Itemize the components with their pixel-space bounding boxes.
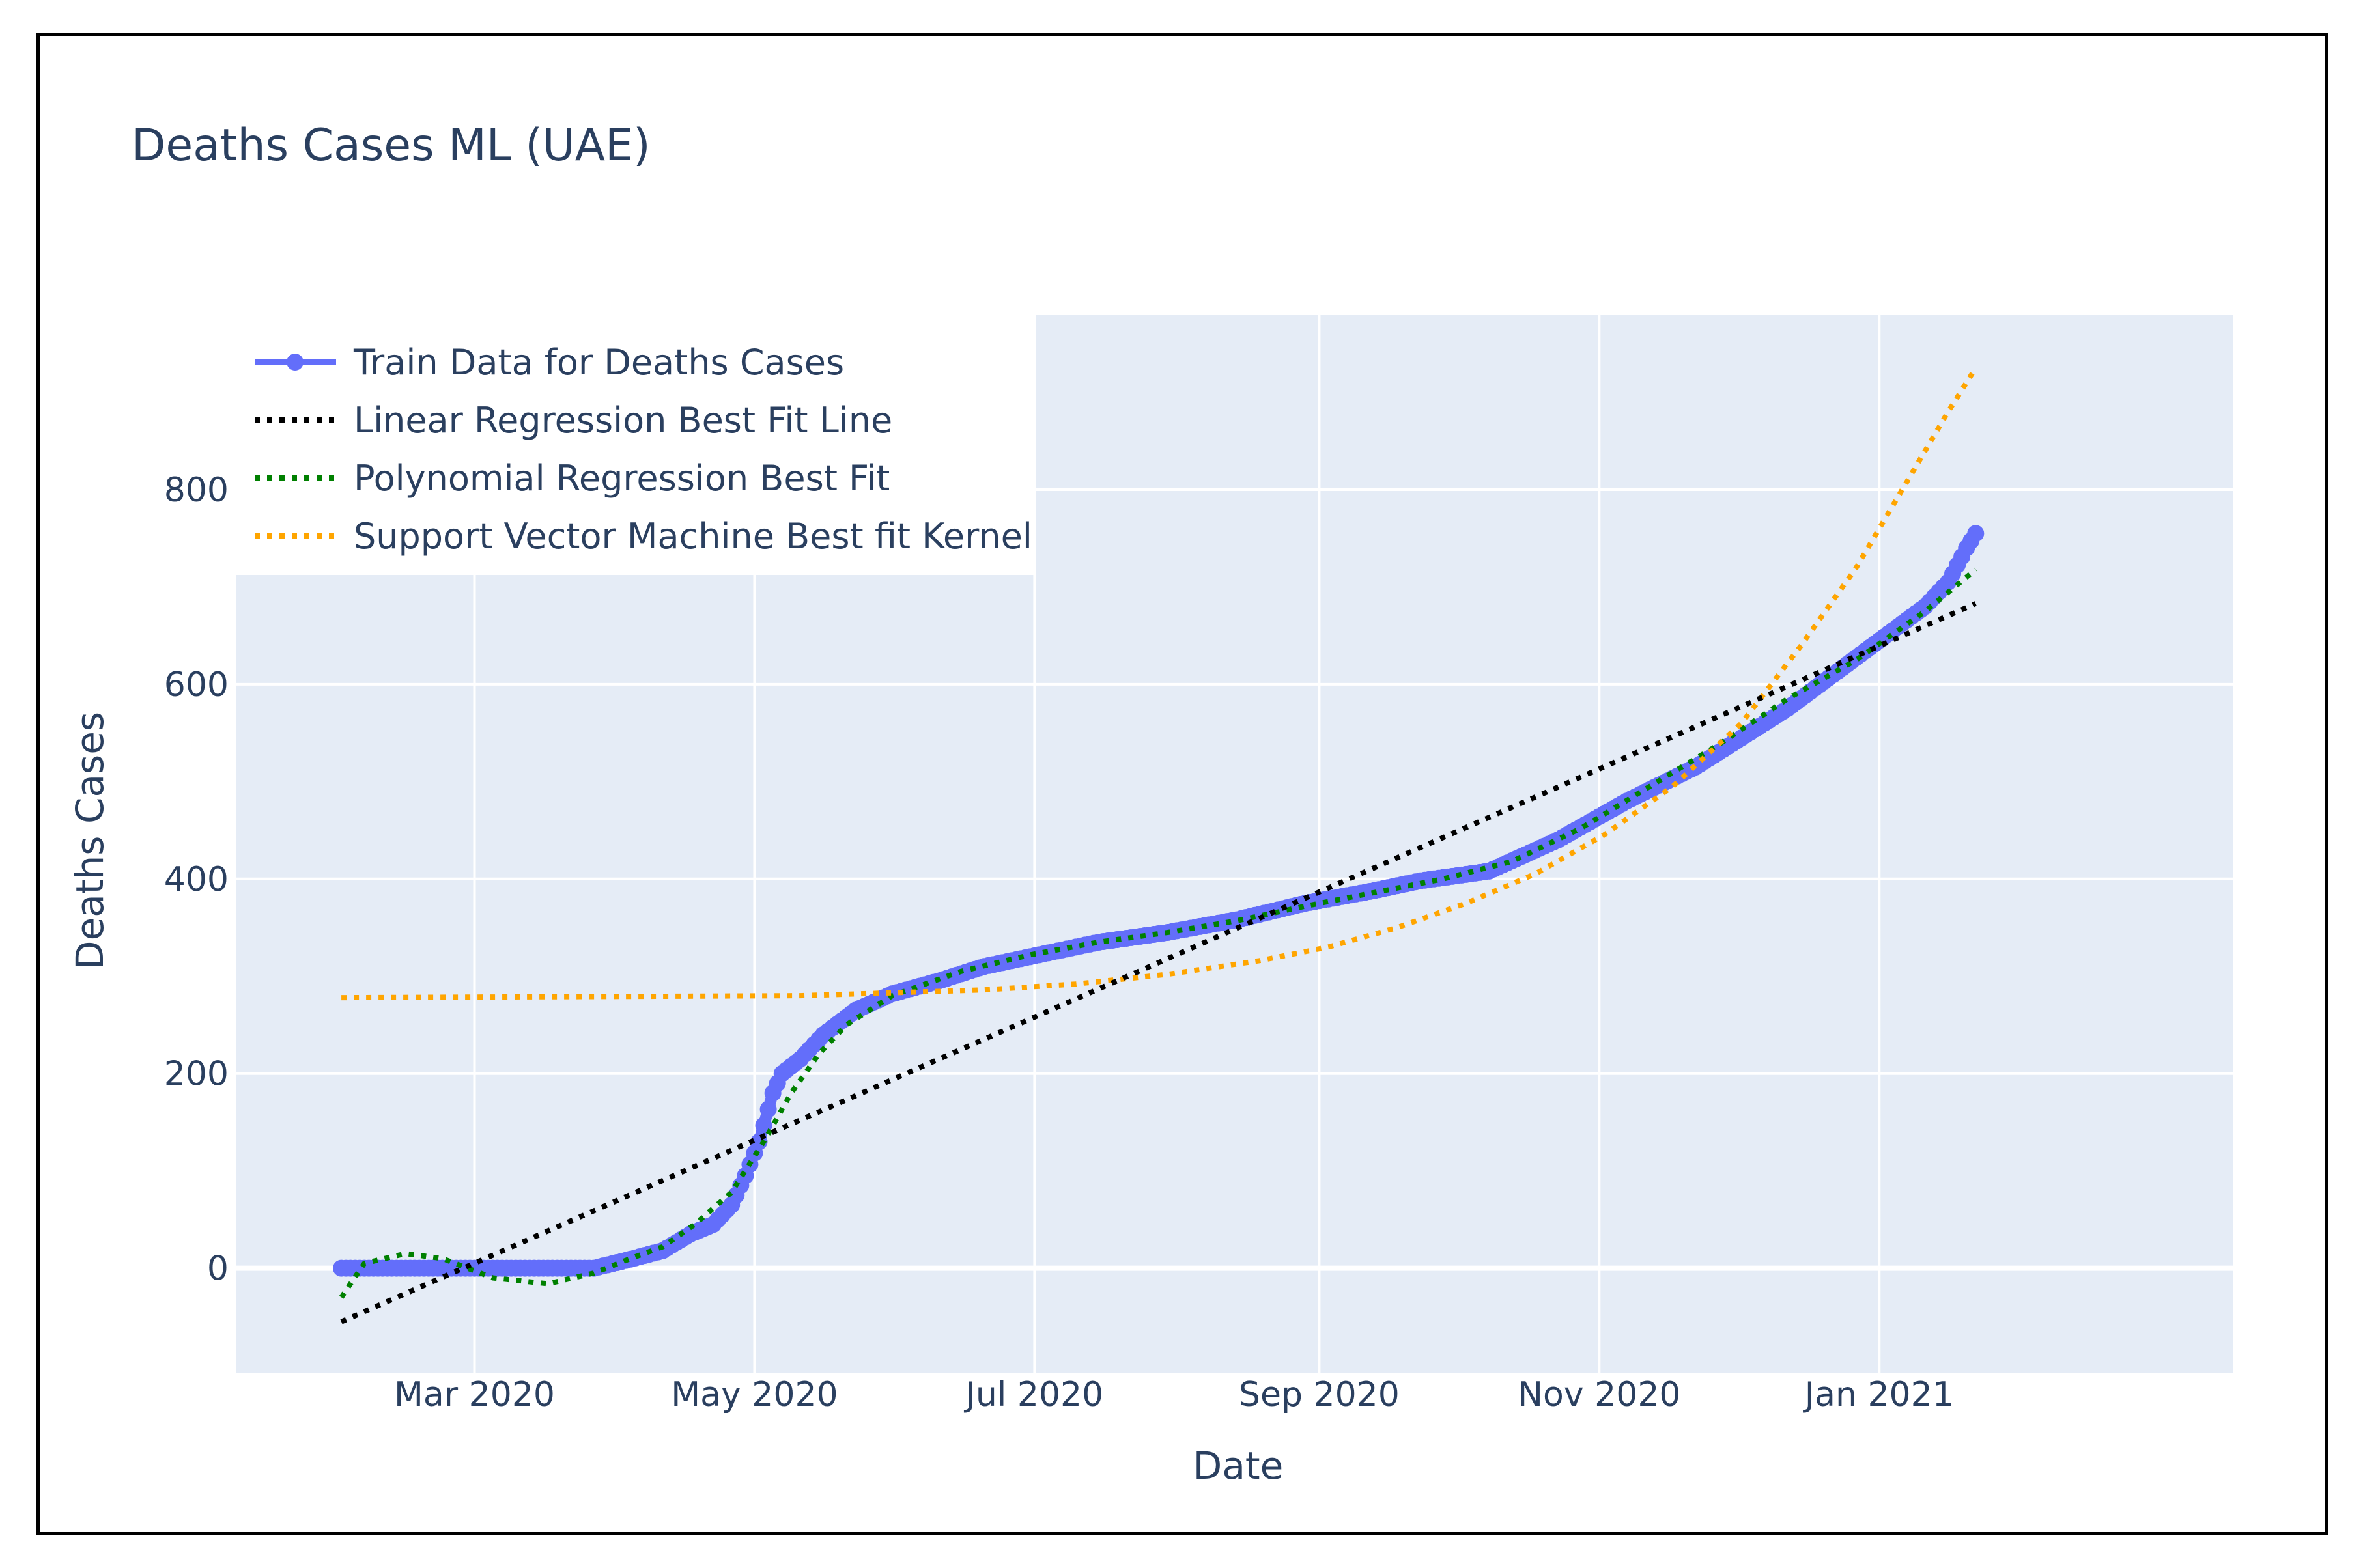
x-tick-label: Sep 2020 [1239, 1375, 1400, 1414]
train-data-point [1967, 525, 1985, 542]
legend-label: Support Vector Machine Best fit Kernel [354, 516, 1032, 557]
series-layer [333, 367, 1985, 1324]
legend-label: Train Data for Deaths Cases [353, 342, 844, 383]
y-tick-label: 600 [164, 665, 229, 705]
x-axis-title: Date [1193, 1444, 1284, 1488]
axis-ticks: Mar 2020 May 2020 Jul 2020 Sep 2020 Nov 2020… [164, 471, 1954, 1414]
legend-item-polynomial-regression-best-fit[interactable]: Polynomial Regression Best Fit [255, 458, 890, 499]
y-tick-label: 0 [207, 1250, 229, 1289]
support-vector-machine-best-fit-kernel-line [341, 367, 1978, 1001]
y-tick-label: 400 [164, 860, 229, 899]
figure-frame: Deaths Cases ML (UAE) Mar 2020 May 2020 Ju… [36, 33, 2328, 1535]
legend[interactable]: Train Data for Deaths Cases Linear Regres… [236, 315, 1035, 575]
chart-title: Deaths Cases ML (UAE) [132, 120, 651, 171]
series-support-vector-machine-best-fit-kernel [341, 367, 1978, 1001]
legend-label: Polynomial Regression Best Fit [354, 458, 890, 499]
train-data-point [759, 1100, 777, 1118]
series-linear-regression-best-fit-line [340, 601, 1977, 1324]
legend-marker [287, 354, 304, 371]
y-axis-title: Deaths Cases [68, 712, 112, 970]
legend-item-train-data-for-deaths-cases[interactable]: Train Data for Deaths Cases [255, 342, 844, 383]
legend-item-support-vector-machine-best-fit-kernel[interactable]: Support Vector Machine Best fit Kernel [255, 516, 1032, 557]
x-tick-label: Mar 2020 [394, 1375, 555, 1414]
polynomial-regression-best-fit-line [339, 567, 1977, 1299]
x-tick-label: May 2020 [671, 1375, 838, 1414]
y-tick-label: 200 [164, 1055, 229, 1094]
y-tick-label: 800 [164, 471, 229, 510]
chart-svg: Deaths Cases ML (UAE) Mar 2020 May 2020 Ju… [68, 120, 2233, 1488]
x-tick-label: Jan 2021 [1803, 1375, 1954, 1414]
legend-item-linear-regression-best-fit-line[interactable]: Linear Regression Best Fit Line [255, 400, 892, 441]
x-tick-label: Nov 2020 [1518, 1375, 1680, 1414]
series-polynomial-regression-best-fit [339, 567, 1977, 1299]
x-tick-label: Jul 2020 [964, 1375, 1104, 1414]
legend-box [236, 315, 1035, 575]
linear-regression-best-fit-line-line [340, 601, 1977, 1324]
legend-label: Linear Regression Best Fit Line [354, 400, 892, 441]
